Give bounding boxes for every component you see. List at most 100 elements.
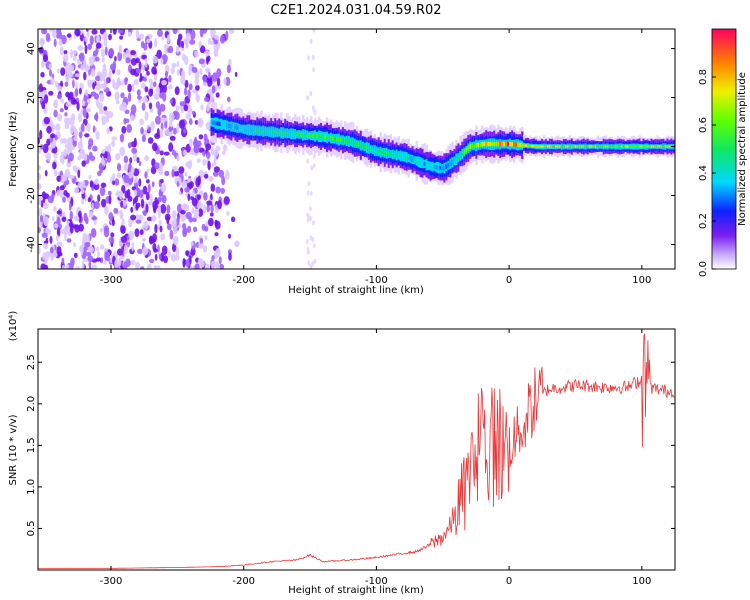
- noise-blob: [161, 245, 168, 256]
- noise-blob: [182, 230, 187, 237]
- noise-blob: [183, 104, 189, 112]
- noise-blob: [88, 69, 91, 76]
- ridge-core-cell: [292, 131, 295, 137]
- ridge-core-cell: [554, 145, 558, 148]
- ridge-core-cell: [218, 121, 221, 126]
- noise-blob: [196, 194, 202, 201]
- noise-blob: [115, 192, 120, 197]
- ridge-core-cell: [355, 141, 359, 147]
- noise-blob: [69, 72, 73, 78]
- noise-blob: [164, 70, 169, 78]
- noise-blob: [88, 265, 92, 269]
- noise-blob: [45, 256, 49, 262]
- noise-blob: [156, 49, 162, 59]
- x-tick-label: 100: [632, 275, 651, 286]
- noise-blob: [117, 51, 123, 62]
- noise-blob: [172, 29, 178, 35]
- ridge-core-cell: [620, 145, 623, 148]
- ridge-core-cell: [324, 134, 327, 140]
- noise-blob: [119, 209, 124, 220]
- noise-blob: [68, 91, 74, 100]
- ridge-core-cell: [333, 136, 337, 141]
- noise-blob: [194, 76, 199, 86]
- noise-blob: [180, 212, 187, 222]
- noise-blob: [58, 38, 63, 47]
- noise-blob: [118, 44, 123, 54]
- ridge-core-cell: [264, 129, 267, 134]
- streak-blob: [313, 258, 317, 264]
- noise-blob: [140, 266, 145, 269]
- noise-blob: [191, 66, 198, 73]
- noise-blob: [62, 196, 66, 203]
- noise-blob: [108, 212, 114, 221]
- noise-blob: [65, 264, 70, 269]
- ridge-core-cell: [578, 145, 582, 148]
- noise-blob: [53, 206, 57, 212]
- noise-blob: [200, 104, 204, 111]
- ridge-core-cell: [274, 130, 277, 135]
- noise-blob: [139, 118, 144, 126]
- noise-blob: [130, 214, 137, 221]
- noise-blob: [70, 124, 76, 133]
- noise-blob: [95, 81, 101, 92]
- noise-blob: [154, 162, 160, 170]
- noise-blob: [114, 259, 120, 269]
- noise-blob: [78, 210, 82, 218]
- noise-blob: [166, 34, 170, 44]
- ridge-core-cell: [560, 145, 564, 148]
- noise-blob: [130, 104, 137, 115]
- noise-blob: [210, 193, 213, 201]
- noise-blob: [152, 233, 157, 243]
- noise-blob: [188, 83, 193, 91]
- streak-blob: [312, 220, 315, 226]
- noise-blob: [185, 32, 191, 43]
- noise-blob: [86, 31, 90, 37]
- ridge-core-cell: [401, 153, 404, 159]
- ridge-core-cell: [212, 120, 215, 125]
- noise-blob: [170, 253, 176, 262]
- noise-blob: [199, 68, 203, 76]
- noise-blob: [128, 92, 132, 102]
- noise-blob: [192, 217, 197, 223]
- noise-blob: [152, 200, 158, 211]
- noise-blob: [213, 156, 217, 166]
- noise-blob: [147, 263, 152, 269]
- ridge-core-cell: [256, 128, 259, 133]
- ridge-core-cell: [451, 160, 454, 165]
- ridge-core-cell: [387, 151, 391, 156]
- noise-blob: [228, 233, 231, 239]
- noise-blob: [104, 225, 109, 232]
- ridge-core-cell: [296, 132, 299, 137]
- noise-blob: [64, 121, 70, 130]
- noise-blob: [160, 233, 166, 241]
- noise-blob: [44, 94, 49, 104]
- colorbar-tick-label: 0.4: [698, 165, 709, 181]
- noise-blob: [101, 56, 105, 63]
- ridge-core-cell: [230, 124, 233, 129]
- noise-blob: [93, 178, 99, 185]
- ridge-core-cell: [403, 154, 406, 159]
- streak-blob: [311, 105, 315, 111]
- noise-blob: [115, 153, 121, 161]
- ridge-core-cell: [357, 142, 361, 147]
- noise-blob: [54, 99, 58, 109]
- noise-blob: [66, 137, 73, 146]
- noise-blob: [57, 251, 63, 257]
- ridge-core-cell: [469, 144, 472, 149]
- noise-blob: [184, 187, 191, 193]
- ridge-core-cell: [453, 158, 456, 163]
- noise-blob: [178, 119, 185, 129]
- noise-blob: [122, 199, 127, 207]
- noise-blob: [145, 203, 149, 214]
- noise-blob: [226, 64, 231, 74]
- noise-blob: [210, 183, 216, 192]
- noise-blob: [162, 60, 167, 65]
- noise-blob: [234, 71, 238, 77]
- noise-blob: [108, 33, 112, 41]
- ridge-core-cell: [431, 164, 434, 169]
- noise-blob: [160, 203, 167, 214]
- noise-blob: [212, 72, 218, 82]
- noise-blob: [111, 136, 118, 141]
- snr-frame: [37, 328, 676, 571]
